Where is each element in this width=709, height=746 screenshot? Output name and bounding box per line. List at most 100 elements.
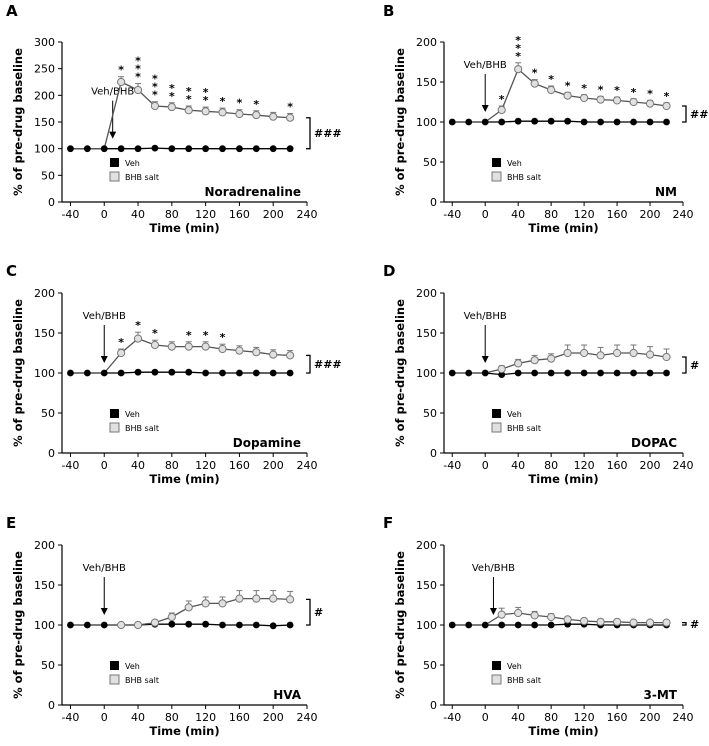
data-point-bhb — [117, 348, 126, 358]
significance-mark: * — [135, 63, 141, 76]
legend-swatch-veh — [110, 661, 119, 670]
group-effect-mark: # — [314, 606, 323, 619]
legend-label-bhb: BHB salt — [125, 173, 159, 182]
y-axis-title: % of pre-drug baseline — [393, 48, 407, 196]
data-point-veh — [498, 371, 506, 378]
data-point-bhb — [201, 107, 210, 116]
group-bracket — [682, 356, 687, 374]
compound-label: 3-MT — [644, 688, 678, 702]
injection-label: Veh/BHB — [91, 87, 134, 98]
y-tick-label: 0 — [430, 447, 437, 460]
panel-a: A 0 50 100 150 200 250 300 -40 0 40 80 120 160 200 240 T… — [6, 2, 342, 235]
x-tick-label: 120 — [574, 711, 595, 724]
data-point-veh — [83, 369, 91, 377]
legend-label-veh: Veh — [125, 662, 140, 671]
x-tick-label: 240 — [297, 711, 318, 724]
y-tick-label: 100 — [34, 367, 55, 380]
legend-label-veh: Veh — [125, 410, 140, 419]
panel-letter: B — [383, 2, 394, 20]
x-tick-label: 80 — [165, 208, 179, 221]
compound-label: DOPAC — [631, 436, 677, 450]
data-point-veh — [547, 117, 555, 125]
legend-label-bhb: BHB salt — [507, 676, 541, 685]
y-axis-title: % of pre-drug baseline — [393, 299, 407, 447]
y-tick-label: 100 — [416, 367, 437, 380]
data-point-veh — [100, 369, 108, 377]
y-tick-label: 150 — [416, 579, 437, 592]
data-point-veh — [286, 145, 294, 153]
y-tick-label: 150 — [34, 327, 55, 340]
data-point-veh — [630, 118, 637, 126]
data-point-veh — [67, 621, 74, 629]
significance-mark: * — [169, 82, 175, 95]
x-tick-label: 0 — [101, 711, 108, 724]
y-axis-title: % of pre-drug baseline — [11, 551, 25, 699]
group-bracket — [306, 598, 311, 626]
x-axis-title: Time (min) — [528, 724, 598, 738]
significance-mark: * — [186, 329, 192, 342]
data-point-veh — [514, 621, 522, 629]
data-point-bhb — [547, 85, 556, 95]
data-point-bhb — [286, 113, 295, 122]
injection-arrow-head — [489, 608, 497, 615]
significance-mark: * — [647, 87, 653, 100]
data-point-bhb — [218, 344, 227, 354]
x-tick-label: 200 — [640, 459, 661, 472]
y-tick-label: 150 — [34, 579, 55, 592]
y-axis-title: % of pre-drug baseline — [11, 299, 25, 447]
data-point-veh — [547, 369, 555, 377]
data-point-bhb — [269, 594, 278, 603]
data-point-bhb — [629, 618, 638, 627]
data-point-bhb — [514, 359, 523, 368]
legend-label-veh: Veh — [507, 159, 522, 168]
data-point-veh — [597, 118, 604, 126]
group-bracket — [306, 117, 311, 150]
data-point-bhb — [218, 599, 227, 608]
data-point-veh — [481, 621, 489, 629]
data-point-bhb — [150, 340, 160, 350]
data-point-veh — [646, 369, 654, 377]
group-bracket — [682, 105, 687, 123]
data-point-veh — [252, 621, 260, 629]
legend-label-veh: Veh — [507, 410, 522, 419]
injection-arrow-head — [100, 356, 108, 363]
legend-swatch-bhb — [109, 171, 120, 182]
panel-letter: A — [6, 2, 18, 20]
data-point-veh — [168, 620, 176, 628]
legend-swatch-veh — [492, 661, 501, 670]
significance-mark: * — [515, 42, 521, 55]
data-point-bhb — [514, 608, 523, 618]
data-point-veh — [151, 368, 159, 376]
x-tick-label: -40 — [443, 208, 461, 221]
x-tick-label: 160 — [607, 711, 628, 724]
data-point-veh — [151, 144, 159, 152]
y-tick-label: 50 — [423, 407, 437, 420]
panel-b: B 0 50 100 150 200 -40 0 40 80 120 160 200 240 Time (m… — [383, 2, 709, 235]
significance-mark: * — [135, 319, 141, 332]
y-tick-label: 200 — [34, 539, 55, 552]
y-tick-label: 50 — [423, 659, 437, 672]
data-point-bhb — [235, 594, 244, 603]
legend-swatch-bhb — [109, 422, 120, 433]
panel-letter: F — [383, 514, 393, 532]
data-point-bhb — [612, 348, 622, 358]
panel-e: E 0 50 100 150 200 -40 0 40 80 120 160 200 240 Time (m… — [6, 514, 323, 738]
x-tick-label: 80 — [165, 459, 179, 472]
panel-f: F 0 50 100 150 200 -40 0 40 80 120 160 200 240 Time (m… — [383, 514, 699, 738]
x-tick-label: 120 — [195, 208, 216, 221]
x-tick-label: 240 — [673, 459, 694, 472]
data-point-veh — [117, 369, 125, 377]
y-tick-label: 200 — [416, 539, 437, 552]
significance-mark: * — [203, 329, 209, 342]
x-axis-title: Time (min) — [528, 472, 598, 486]
legend-label-bhb: BHB salt — [507, 424, 541, 433]
x-tick-label: 120 — [195, 711, 216, 724]
data-point-veh — [67, 145, 74, 153]
data-point-veh — [67, 369, 74, 377]
data-point-veh — [236, 621, 243, 629]
x-axis-title: Time (min) — [528, 221, 598, 235]
significance-mark: * — [152, 73, 158, 86]
data-point-veh — [252, 369, 260, 377]
group-bracket — [682, 621, 687, 626]
